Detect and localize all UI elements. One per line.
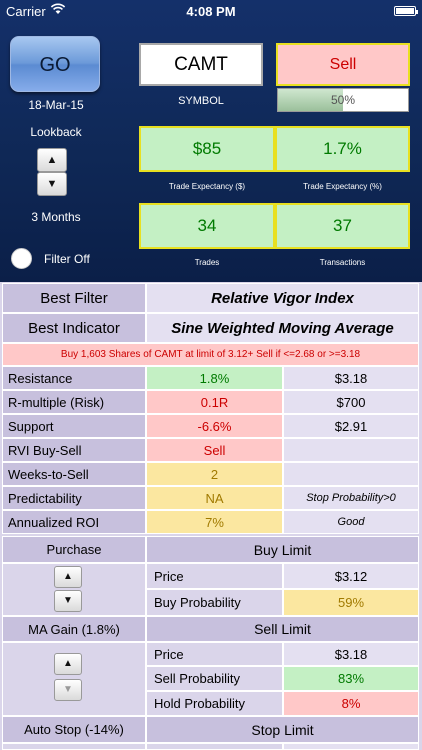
lookback-label: Lookback <box>30 125 82 139</box>
trades-box: 34 <box>139 203 275 249</box>
symbol-input[interactable]: CAMT <box>139 43 263 86</box>
signal-progress-bar: 50% <box>277 88 409 112</box>
row-label: RVI Buy-Sell <box>2 438 146 462</box>
stop-price-value <box>283 743 419 750</box>
row-value: -6.6% <box>146 414 283 438</box>
ma-gain-header: MA Gain (1.8%) <box>2 616 146 642</box>
row-value: 2 <box>146 462 283 486</box>
filter-label: Filter Off <box>44 252 90 266</box>
trades-label: Trades <box>194 258 220 267</box>
buy-probability-label: Buy Probability <box>146 589 283 616</box>
trade-expectancy-percent-label: Trade Expectancy (%) <box>303 182 382 191</box>
progress-text: 50% <box>330 93 356 107</box>
hold-probability-label: Hold Probability <box>146 691 283 716</box>
ma-gain-up-button[interactable]: ▲ <box>54 653 82 675</box>
lookback-up-button[interactable]: ▲ <box>37 148 67 172</box>
best-indicator-label: Best Indicator <box>2 313 146 343</box>
row-value: 1.8% <box>146 366 283 390</box>
row-extra: $2.91 <box>283 414 419 438</box>
stop-limit-header: Stop Limit <box>146 716 419 743</box>
signal-box: Sell <box>276 43 410 86</box>
progress-fill <box>278 89 343 111</box>
arrow-up-icon: ▲ <box>63 571 73 582</box>
row-label: Annualized ROI <box>2 510 146 534</box>
row-label: Resistance <box>2 366 146 390</box>
row-extra: Good <box>283 510 419 534</box>
buy-probability-value: 59% <box>283 589 419 616</box>
trade-expectancy-dollar: $85 <box>139 126 275 172</box>
row-extra: Stop Probability>0 <box>283 486 419 510</box>
auto-stop-header: Auto Stop (-14%) <box>2 716 146 743</box>
lookback-down-button[interactable]: ▼ <box>37 172 67 196</box>
best-indicator-value: Sine Weighted Moving Average <box>146 313 419 343</box>
hold-probability-value: 8% <box>283 691 419 716</box>
ma-gain-down-button[interactable]: ▼ <box>54 679 82 701</box>
status-bar: Carrier 4:08 PM <box>0 0 422 22</box>
row-extra <box>283 462 419 486</box>
transactions-box: 37 <box>275 203 410 249</box>
arrow-up-icon: ▲ <box>46 154 58 166</box>
sell-price-label: Price <box>146 642 283 666</box>
sell-price-value: $3.18 <box>283 642 419 666</box>
buy-limit-header: Buy Limit <box>146 536 419 563</box>
go-button[interactable]: GO <box>10 36 100 92</box>
arrow-down-icon: ▼ <box>63 595 73 606</box>
sell-probability-label: Sell Probability <box>146 666 283 691</box>
row-label: Weeks-to-Sell <box>2 462 146 486</box>
buy-price-label: Price <box>146 563 283 589</box>
sell-probability-value: 83% <box>283 666 419 691</box>
row-extra <box>283 438 419 462</box>
transactions-label: Transactions <box>319 258 366 267</box>
purchase-down-button[interactable]: ▼ <box>54 590 82 612</box>
wifi-icon <box>50 1 66 20</box>
trade-expectancy-dollar-label: Trade Expectancy ($) <box>168 182 246 191</box>
auto-stop-stepper-cell <box>2 743 146 750</box>
control-panel: Carrier 4:08 PM GO 18-Mar-15 Lookback ▲ … <box>0 0 422 282</box>
row-label: Predictability <box>2 486 146 510</box>
order-note: Buy 1,603 Shares of CAMT at limit of 3.1… <box>2 343 419 366</box>
trade-expectancy-percent: 1.7% <box>275 126 410 172</box>
battery-icon <box>394 6 418 16</box>
purchase-up-button[interactable]: ▲ <box>54 566 82 588</box>
row-value: 7% <box>146 510 283 534</box>
arrow-down-icon: ▼ <box>46 178 58 190</box>
purchase-header: Purchase <box>2 536 146 563</box>
lookback-value: 3 Months <box>31 210 81 224</box>
row-extra: $700 <box>283 390 419 414</box>
sell-limit-header: Sell Limit <box>146 616 419 642</box>
buy-price-value: $3.12 <box>283 563 419 589</box>
date-label: 18-Mar-15 <box>28 98 84 112</box>
best-filter-label: Best Filter <box>2 283 146 313</box>
filter-checkbox[interactable] <box>11 248 32 269</box>
row-value: Sell <box>146 438 283 462</box>
row-label: Support <box>2 414 146 438</box>
symbol-label: SYMBOL <box>178 95 224 107</box>
best-filter-value: Relative Vigor Index <box>146 283 419 313</box>
row-value: NA <box>146 486 283 510</box>
carrier-label: Carrier <box>6 4 46 19</box>
arrow-up-icon: ▲ <box>63 658 73 669</box>
arrow-down-icon: ▼ <box>63 684 73 695</box>
stop-price-row <box>146 743 283 750</box>
clock: 4:08 PM <box>186 4 236 19</box>
row-value: 0.1R <box>146 390 283 414</box>
row-label: R-multiple (Risk) <box>2 390 146 414</box>
row-extra: $3.18 <box>283 366 419 390</box>
analysis-table: Best Filter Relative Vigor Index Best In… <box>0 282 422 750</box>
